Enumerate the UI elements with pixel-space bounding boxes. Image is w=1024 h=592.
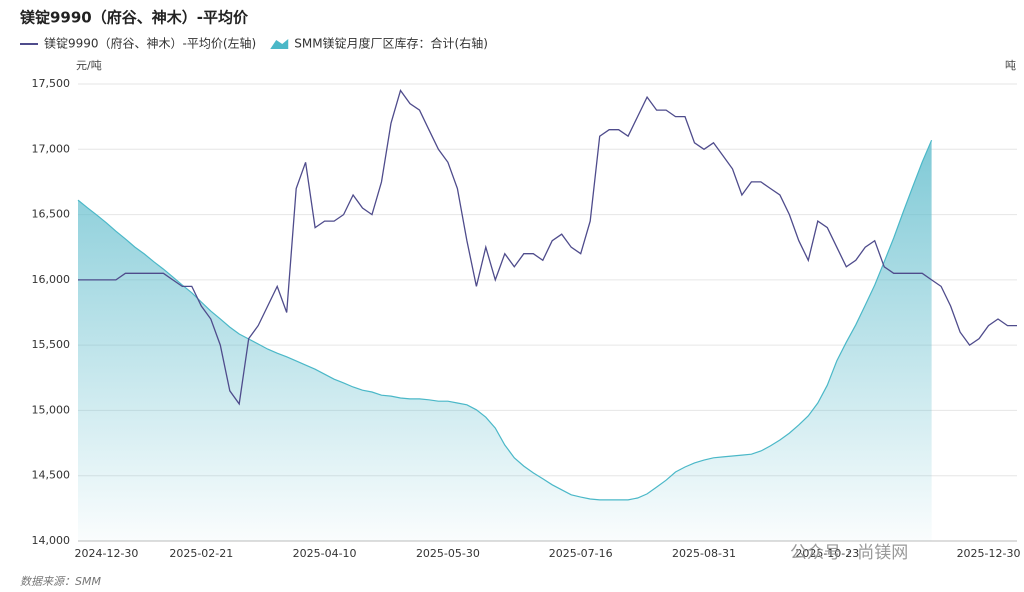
- source: 数据来源：SMM: [20, 575, 101, 588]
- legend-label: 镁锭9990（府谷、神木）-平均价(左轴): [44, 36, 256, 51]
- y-tick-label: 14,000: [32, 534, 71, 547]
- legend-swatch: [270, 39, 289, 49]
- y-tick-label: 17,500: [32, 77, 71, 90]
- line-series: [78, 89, 1017, 406]
- y-unit: 元/吨: [76, 59, 102, 72]
- y-tick-label: 17,000: [32, 142, 71, 155]
- y-tick-label: 15,500: [32, 338, 71, 351]
- chart-title: 镁锭9990（府谷、神木）-平均价: [20, 9, 249, 27]
- x-tick-label: 2024-12-30: [74, 547, 138, 560]
- y2-unit: 吨: [1005, 59, 1016, 72]
- plot: 14,000 14,500 15,000 15,500 16,000 16,500 17,0…: [32, 77, 1021, 560]
- x-tick-label: 2025-08-31: [672, 547, 736, 560]
- x-tick-label: 2025-04-10: [293, 547, 357, 560]
- y-tick-label: 16,500: [32, 208, 71, 221]
- x-tick-label: 2025-12-30: [957, 547, 1021, 560]
- legend-label: SMM镁锭月度厂区库存：合计(右轴): [294, 36, 488, 51]
- area-series: [77, 139, 933, 501]
- legend-item: SMM镁锭月度厂区库存：合计(右轴): [270, 36, 488, 51]
- y-tick-label: 16,000: [32, 273, 71, 286]
- legend-item: 镁锭9990（府谷、神木）-平均价(左轴): [20, 36, 256, 51]
- y-tick-label: 14,500: [32, 469, 71, 482]
- y-tick-label: 15,000: [32, 403, 71, 416]
- x-tick-label: 2025-02-21: [169, 547, 233, 560]
- x-tick-label: 2025-10-23: [795, 547, 859, 560]
- x-tick-label: 2025-07-16: [549, 547, 613, 560]
- area-fill: [78, 140, 932, 541]
- watermark: 公众号 · 尚镁网: [790, 543, 908, 563]
- x-tick-label: 2025-05-30: [416, 547, 480, 560]
